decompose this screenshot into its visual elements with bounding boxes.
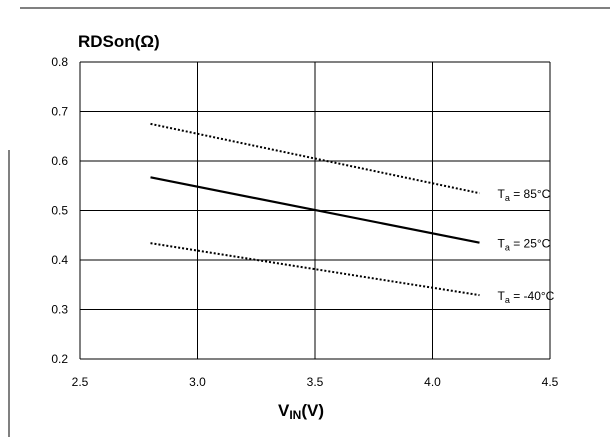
series-label-1: Ta = 25°C (498, 237, 551, 253)
x-axis-label-sub: IN (289, 408, 301, 422)
x-tick-label: 4.5 (542, 375, 559, 389)
series-label-0: Ta = 85°C (498, 187, 551, 203)
y-tick-label: 0.3 (51, 303, 68, 317)
y-axis-label: RDSon(Ω) (78, 32, 160, 51)
series-line-2 (150, 242, 480, 297)
series-lines (150, 122, 480, 297)
x-axis-label-tail: (V) (301, 401, 324, 420)
series-labels: Ta = 85°C Ta = 25°C Ta = -40°C (498, 187, 555, 305)
x-tick-label: 2.5 (72, 375, 89, 389)
y-tick-label: 0.7 (51, 105, 68, 119)
y-tick-label: 0.6 (51, 154, 68, 168)
series-label-2: Ta = -40°C (498, 289, 555, 305)
y-tick-label: 0.4 (51, 253, 68, 267)
x-tick-label: 4.0 (424, 375, 441, 389)
y-tick-label: 0.8 (51, 55, 68, 69)
x-tick-labels: 2.5 3.0 3.5 4.0 4.5 (72, 375, 559, 389)
series-line-1 (150, 176, 480, 244)
series-line-0 (150, 122, 480, 195)
x-axis-label: VIN(V) (278, 401, 324, 422)
y-tick-label: 0.2 (51, 352, 68, 366)
x-tick-label: 3.0 (189, 375, 206, 389)
x-axis-label-main: V (278, 401, 290, 420)
y-tick-labels: 0.2 0.3 0.4 0.5 0.6 0.7 0.8 (51, 55, 68, 366)
y-tick-label: 0.5 (51, 204, 68, 218)
x-tick-label: 3.5 (307, 375, 324, 389)
